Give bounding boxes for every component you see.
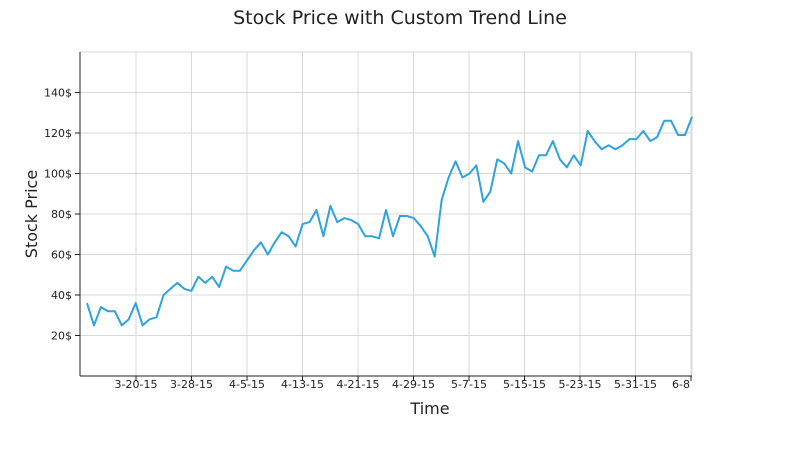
y-tick-label: 120$ [44, 127, 72, 140]
series-group [86, 116, 693, 327]
chart-title: Stock Price with Custom Trend Line [233, 7, 567, 29]
y-tick-label: 80$ [51, 208, 72, 221]
x-tick-label: 4-5-15 [229, 378, 265, 391]
ticks: 20$ 40$ 60$ 80$ 100$ 120$ 140$ 3-20-15 3-28-15 4-… [44, 87, 692, 391]
y-tick-label: 60$ [51, 249, 72, 262]
grid-lines [80, 51, 693, 376]
x-tick-label: 5-7-15 [451, 378, 487, 391]
x-tick-label: 5-23-15 [559, 378, 602, 391]
y-tick-label: 40$ [51, 289, 72, 302]
x-tick-label: 6-8 [672, 378, 690, 391]
y-tick-label: 100$ [44, 168, 72, 181]
x-tick-label: 3-20-15 [115, 378, 158, 391]
x-tick-label: 4-13-15 [281, 378, 324, 391]
x-axis-title: Time [409, 399, 449, 418]
x-tick-label: 4-29-15 [392, 378, 435, 391]
x-tick-label: 5-15-15 [503, 378, 546, 391]
x-tick-label: 3-28-15 [170, 378, 213, 391]
x-tick-label: 5-31-15 [614, 378, 657, 391]
y-axis-title: Stock Price [22, 170, 41, 258]
y-tick-label: 20$ [51, 330, 72, 343]
y-tick-label: 140$ [44, 87, 72, 100]
stock-price-line [86, 116, 693, 327]
x-tick-label: 4-21-15 [337, 378, 380, 391]
